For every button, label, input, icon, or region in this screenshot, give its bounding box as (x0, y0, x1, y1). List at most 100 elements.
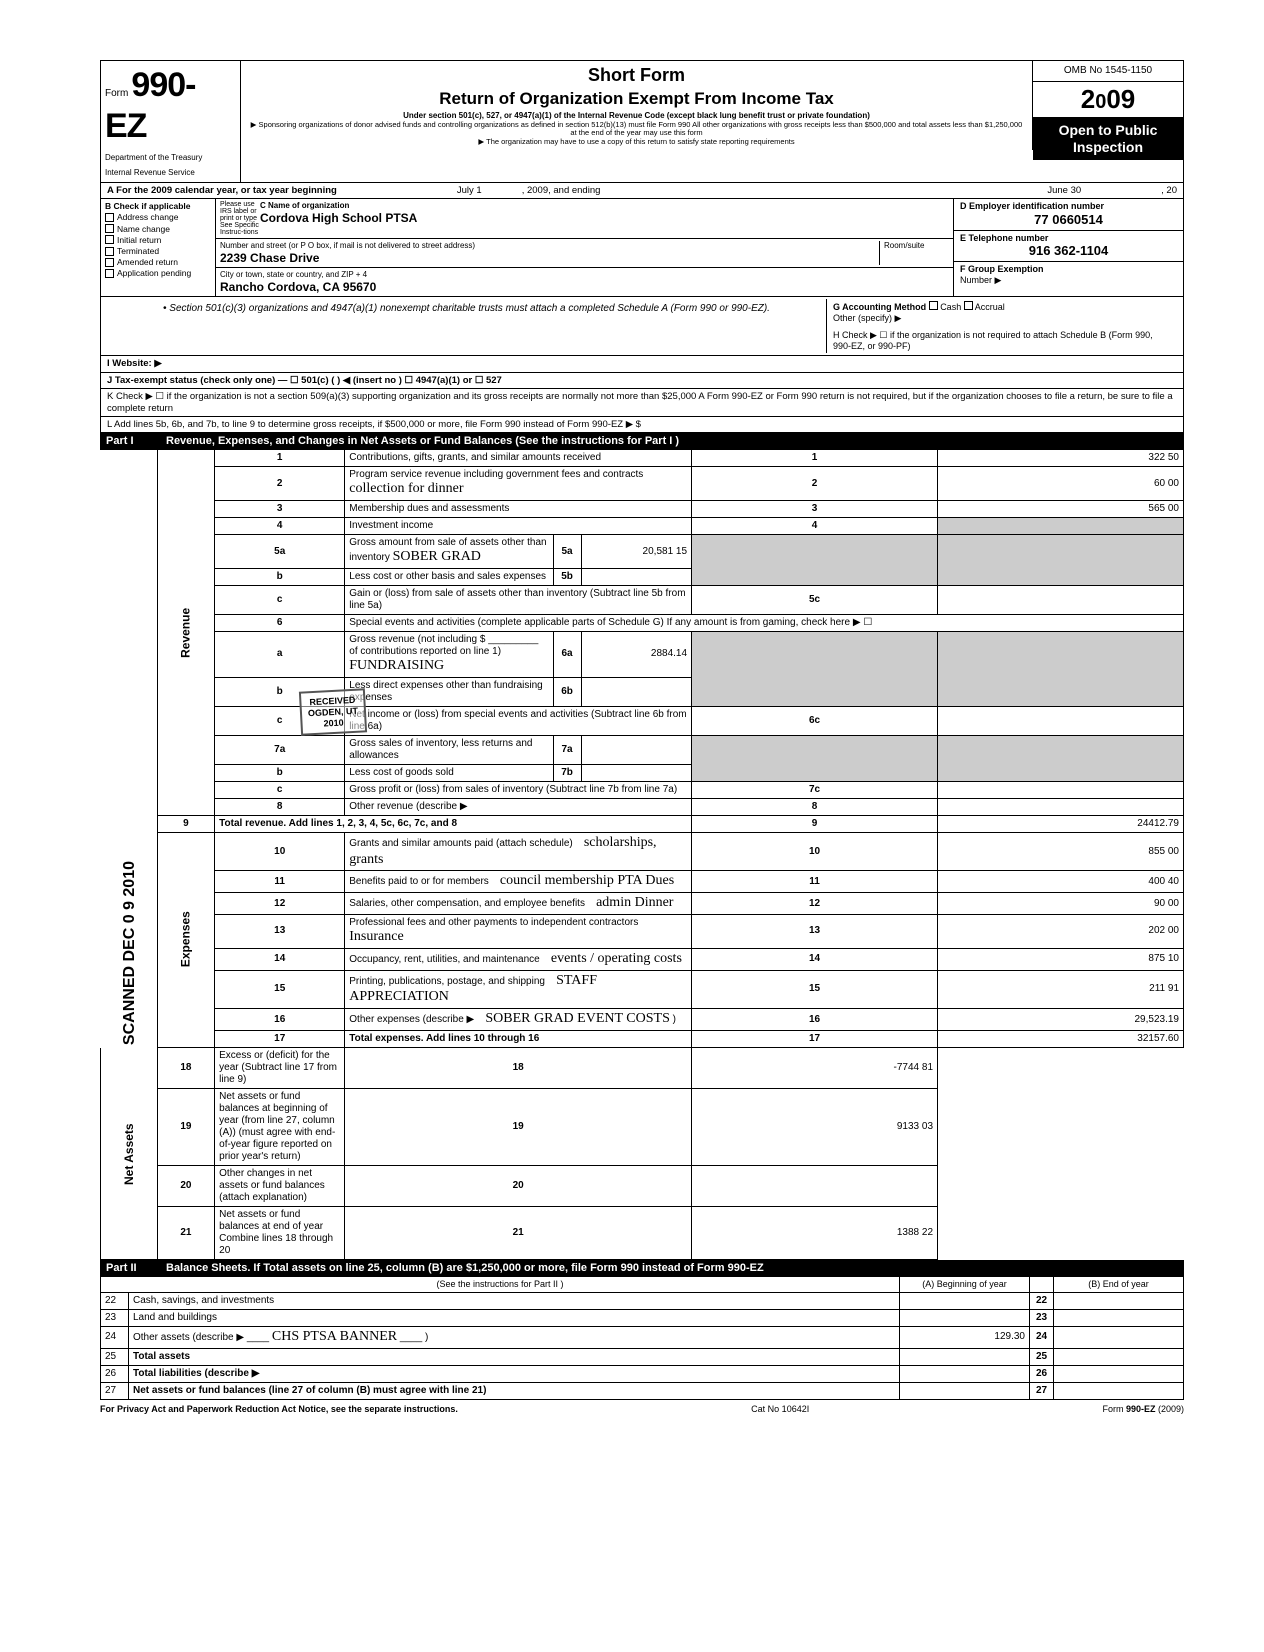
bs24-hand: CHS PTSA BANNER (272, 1329, 397, 1344)
form-number: 990-EZ (105, 66, 195, 145)
lbl-cash: Cash (940, 302, 961, 312)
gh-row: • Section 501(c)(3) organizations and 49… (100, 297, 1184, 356)
city-label: City or town, state or country, and ZIP … (220, 270, 949, 280)
line13-desc: Professional fees and other payments to … (349, 917, 638, 928)
lbl-address-change: Address change (117, 212, 178, 222)
line10-val: 855 00 (938, 832, 1184, 871)
part2-label: Part II (106, 1262, 166, 1275)
footer: For Privacy Act and Paperwork Reduction … (100, 1404, 1184, 1415)
line16-hand: SOBER GRAD EVENT COSTS (485, 1011, 670, 1026)
line6b-val (581, 678, 691, 706)
bs24-b (1054, 1327, 1184, 1349)
bs27-a (900, 1382, 1030, 1399)
line7b-desc: Less cost of goods sold (345, 765, 553, 781)
line14-desc: Occupancy, rent, utilities, and maintena… (349, 954, 539, 965)
lbl-app-pending: Application pending (117, 268, 191, 278)
f-label2: Number ▶ (960, 275, 1177, 286)
line12-val: 90 00 (938, 893, 1184, 915)
line11-val: 400 40 (938, 871, 1184, 893)
bs-col-a: (A) Beginning of year (900, 1277, 1030, 1292)
lbl-accrual: Accrual (975, 302, 1005, 312)
line14-hand: events / operating costs (551, 951, 682, 966)
line17-val: 32157.60 (938, 1031, 1184, 1048)
form-prefix: Form (105, 88, 128, 99)
g-other: Other (specify) ▶ (833, 313, 1171, 324)
lbl-initial-return: Initial return (117, 235, 161, 245)
bs27-desc: Net assets or fund balances (line 27 of … (129, 1382, 900, 1399)
e-label: E Telephone number (960, 233, 1177, 244)
chk-accrual[interactable] (964, 301, 973, 310)
bs24-a: 129.30 (900, 1327, 1030, 1349)
line8-desc: Other revenue (describe ▶ (345, 798, 692, 815)
chk-initial-return[interactable] (105, 235, 114, 244)
line8-val (938, 798, 1184, 815)
line6a-hand: FUNDRAISING (349, 658, 444, 673)
bs27-b (1054, 1382, 1184, 1399)
part1-title: Revenue, Expenses, and Changes in Net As… (166, 435, 1178, 448)
bs23-a (900, 1310, 1030, 1327)
chk-app-pending[interactable] (105, 269, 114, 278)
line2-val: 60 00 (938, 467, 1184, 501)
dept-irs: Internal Revenue Service (105, 168, 232, 178)
bs-instr: (See the instructions for Part II ) (101, 1277, 900, 1292)
line6a-desc: Gross revenue (not including $ _________… (349, 634, 538, 657)
chk-cash[interactable] (929, 301, 938, 310)
line10-desc: Grants and similar amounts paid (attach … (349, 838, 572, 849)
omb-number: OMB No 1545-1150 (1033, 61, 1183, 82)
line6-desc: Special events and activities (complete … (345, 615, 1184, 632)
line16-val: 29,523.19 (938, 1009, 1184, 1031)
line17-desc: Total expenses. Add lines 10 through 16 (345, 1031, 692, 1048)
line5c-desc: Gain or (loss) from sale of assets other… (345, 586, 692, 615)
line4-desc: Investment income (345, 518, 692, 535)
b-title: B Check if applicable (105, 201, 211, 211)
line5b-val (581, 569, 691, 585)
balance-sheet-table: (See the instructions for Part II ) (A) … (100, 1277, 1184, 1400)
bs23-b (1054, 1310, 1184, 1327)
line19-desc: Net assets or fund balances at beginning… (215, 1089, 345, 1166)
bs25-a (900, 1348, 1030, 1365)
line13-val: 202 00 (938, 915, 1184, 949)
lbl-terminated: Terminated (117, 246, 159, 256)
short-form-label: Short Form (249, 65, 1024, 87)
part1-table: SCANNED DEC 0 9 2010 Revenue 1 Contribut… (100, 450, 1184, 1260)
line15-desc: Printing, publications, postage, and shi… (349, 976, 545, 987)
footer-left: For Privacy Act and Paperwork Reduction … (100, 1404, 458, 1415)
line6c-desc: Net income or (loss) from special events… (345, 706, 692, 735)
chk-name-change[interactable] (105, 224, 114, 233)
g-label: G Accounting Method (833, 302, 926, 312)
footer-right: Form 990-EZ (2009) (1102, 1404, 1184, 1415)
chk-terminated[interactable] (105, 247, 114, 256)
please-label: Please use IRS label or print or type Se… (220, 201, 260, 236)
row-l: L Add lines 5b, 6b, and 7b, to line 9 to… (100, 417, 1184, 433)
bs24-desc: Other assets (describe ▶ (133, 1332, 244, 1343)
row-a-begin: July 1 (457, 185, 482, 196)
line5c-val (938, 586, 1184, 615)
return-title: Return of Organization Exempt From Incom… (249, 89, 1024, 109)
chk-amended[interactable] (105, 258, 114, 267)
line2-desc: Program service revenue including govern… (349, 469, 643, 480)
line20-val (692, 1166, 938, 1207)
bs26-a (900, 1365, 1030, 1382)
line3-desc: Membership dues and assessments (345, 501, 692, 518)
tax-year: 20200909 (1033, 82, 1183, 118)
bs-col-b: (B) End of year (1054, 1277, 1184, 1292)
line13-hand: Insurance (349, 929, 403, 944)
line9-val: 24412.79 (938, 815, 1184, 832)
line2-hand: collection for dinner (349, 481, 463, 496)
section-bcdef: B Check if applicable Address change Nam… (100, 199, 1184, 297)
bs26-b (1054, 1365, 1184, 1382)
subtitle-3: ▶ The organization may have to use a cop… (249, 138, 1024, 147)
chk-address-change[interactable] (105, 213, 114, 222)
row-a-label: A For the 2009 calendar year, or tax yea… (107, 185, 337, 196)
h-check: H Check ▶ ☐ if the organization is not r… (833, 330, 1171, 352)
row-a-end2: , 20 (1161, 185, 1177, 196)
line1-val: 322 50 (938, 450, 1184, 467)
line20-desc: Other changes in net assets or fund bala… (215, 1166, 345, 1207)
room-label: Room/suite (879, 241, 949, 265)
inspection: Inspection (1037, 139, 1179, 156)
line15-val: 211 91 (938, 970, 1184, 1009)
f-label: F Group Exemption (960, 264, 1177, 275)
line12-desc: Salaries, other compensation, and employ… (349, 898, 585, 909)
line6a-val: 2884.14 (581, 632, 691, 677)
line1-desc: Contributions, gifts, grants, and simila… (349, 452, 601, 463)
